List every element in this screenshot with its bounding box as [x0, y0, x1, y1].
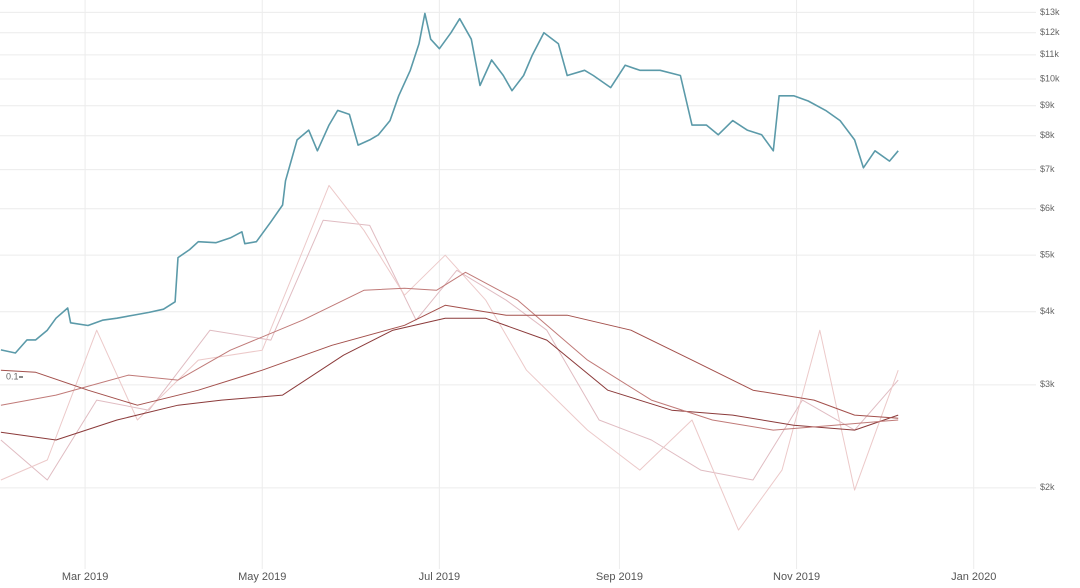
x-tick-label: Sep 2019: [596, 571, 643, 583]
series-line: [0, 12, 899, 354]
y-tick-label: $4k: [1040, 306, 1055, 316]
y-tick-label: $9k: [1040, 100, 1055, 110]
x-tick-label: Jan 2020: [951, 571, 996, 583]
x-tick-label: Mar 2019: [62, 571, 108, 583]
y-tick-label: $12k: [1040, 27, 1060, 37]
y-tick-label: $3k: [1040, 379, 1055, 389]
x-tick-label: Nov 2019: [773, 571, 820, 583]
x-tick-label: May 2019: [238, 571, 286, 583]
y-tick-label: $2k: [1040, 482, 1055, 492]
y-tick-label: $11k: [1040, 49, 1059, 59]
series-line: [0, 304, 899, 419]
series-line: [0, 271, 899, 431]
series-line: [0, 184, 899, 531]
x-tick-label: Jul 2019: [419, 571, 461, 583]
y2-tick-label: 0.1: [6, 371, 19, 381]
y-tick-label: $5k: [1040, 249, 1055, 259]
y-tick-label: $6k: [1040, 203, 1055, 213]
y-tick-label: $8k: [1040, 130, 1055, 140]
y-tick-label: $10k: [1040, 73, 1060, 83]
series-line: [0, 219, 899, 481]
y-tick-label: $13k: [1040, 7, 1060, 17]
y-tick-label: $7k: [1040, 164, 1055, 174]
series-line: [0, 317, 899, 441]
